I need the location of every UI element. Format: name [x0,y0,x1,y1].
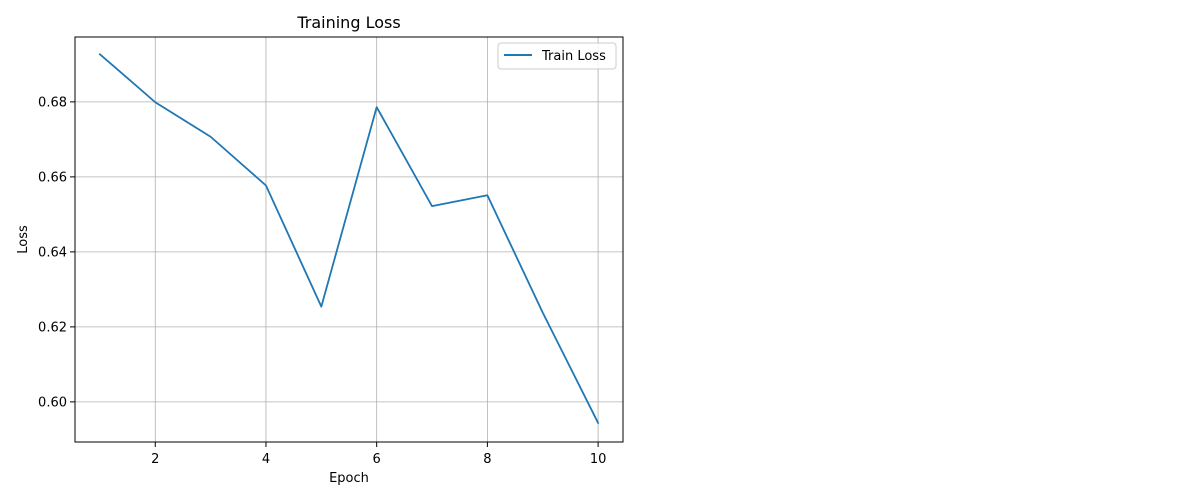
y-tick-label: 0.64 [38,245,67,260]
x-tick-label: 6 [373,452,381,467]
series-layer [98,52,600,425]
x-axis-title: Epoch [329,471,369,486]
legend: Train Loss [497,42,617,70]
grid-lines [75,37,623,442]
legend-box [497,42,617,70]
legend-label-train-loss: Train Loss [541,49,606,64]
x-tick-label: 2 [151,452,159,467]
x-tick-label: 8 [483,452,491,467]
x-tick-label: 4 [262,452,270,467]
y-tick-label: 0.66 [38,170,67,185]
chart-title: Training Loss [296,13,400,32]
plot-area-frame [74,36,624,443]
series-line-train-loss [98,52,600,425]
axis-ticks: 2 4 6 8 10 0.60 0.62 0.64 0.66 0.68 [38,95,606,467]
y-tick-label: 0.60 [38,395,67,410]
x-tick-label: 10 [590,452,607,467]
y-tick-label: 0.68 [38,95,67,110]
y-axis-title: Loss [16,225,31,254]
y-tick-label: 0.62 [38,320,67,335]
